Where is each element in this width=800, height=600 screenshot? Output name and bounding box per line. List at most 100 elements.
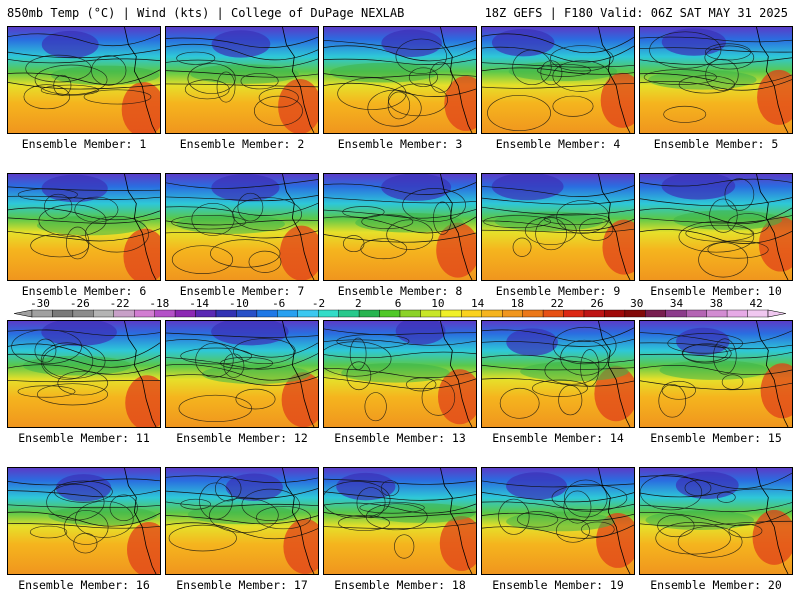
ensemble-map-17 [165,467,319,575]
ensemble-member-label: Ensemble Member: 11 [18,431,150,445]
colorbar-swatch [338,309,360,318]
colorbar-swatch [542,309,564,318]
ensemble-map-18 [323,467,477,575]
ensemble-member-label: Ensemble Member: 17 [176,578,308,592]
colorbar-tick-label: -2 [312,298,325,310]
colorbar-swatch [420,309,442,318]
ensemble-member-label: Ensemble Member: 13 [334,431,466,445]
colorbar-swatch [440,309,462,318]
ensemble-map-2 [165,26,319,134]
colorbar-swatch [747,309,769,318]
colorbar-swatch [72,309,94,318]
colorbar-swatch [379,309,401,318]
colorbar-swatch [502,309,523,318]
ensemble-map-4 [481,26,635,134]
colorbar-swatch [583,309,605,318]
colorbar-swatch [277,309,298,318]
ensemble-member-label: Ensemble Member: 20 [650,578,782,592]
colorbar-swatch [113,309,135,318]
colorbar-swatch [154,309,176,318]
colorbar-arrow-high [767,309,786,318]
colorbar-tick-label: 18 [511,298,524,310]
colorbar-swatch [665,309,687,318]
ensemble-member-label: Ensemble Member: 1 [21,137,147,151]
colorbar-swatch [686,309,707,318]
ensemble-member-label: Ensemble Member: 4 [495,137,621,151]
colorbar-swatch [726,309,748,318]
colorbar-tick-label: -14 [189,298,209,310]
colorbar-swatch [215,309,237,318]
ensemble-member-label: Ensemble Member: 18 [334,578,466,592]
ensemble-member-label: Ensemble Member: 12 [176,431,308,445]
ensemble-member-label: Ensemble Member: 19 [492,578,624,592]
ensemble-map-12 [165,320,319,428]
ensemble-map-6 [7,173,161,281]
colorbar-swatch [256,309,278,318]
ensemble-map-9 [481,173,635,281]
ensemble-member-label: Ensemble Member: 14 [492,431,624,445]
ensemble-map-10 [639,173,793,281]
ensemble-map-16 [7,467,161,575]
colorbar-swatch [706,309,728,318]
colorbar-tick-label: -26 [70,298,90,310]
ensemble-member-label: Ensemble Member: 6 [21,284,147,298]
ensemble-map-14 [481,320,635,428]
colorbar-tick-label: -18 [149,298,169,310]
ensemble-map-15 [639,320,793,428]
colorbar-swatch [481,309,503,318]
ensemble-member-label: Ensemble Member: 10 [650,284,782,298]
colorbar-swatch [645,309,666,318]
colorbar-tick-label: 26 [590,298,603,310]
colorbar-swatch [93,309,114,318]
ensemble-map-8 [323,173,477,281]
colorbar-arrow-low [14,309,33,318]
colorbar-tick-label: 38 [710,298,723,310]
colorbar-tick-label: 22 [551,298,564,310]
colorbar-swatch [236,309,258,318]
colorbar-swatch [31,309,53,318]
colorbar-swatch [399,309,421,318]
colorbar-swatch [52,309,74,318]
header-title: 850mb Temp (°C) | Wind (kts) | College o… [7,6,405,20]
colorbar-swatch [134,309,155,318]
ensemble-map-7 [165,173,319,281]
colorbar-tick-label: 42 [749,298,762,310]
ensemble-member-label: Ensemble Member: 7 [179,284,305,298]
header-valid-time: 18Z GEFS | F180 Valid: 06Z SAT MAY 31 20… [484,6,788,20]
colorbar-swatch [174,309,196,318]
ensemble-map-5 [639,26,793,134]
colorbar-swatch [195,309,217,318]
colorbar-swatch [604,309,626,318]
ensemble-map-11 [7,320,161,428]
ensemble-member-label: Ensemble Member: 8 [337,284,463,298]
colorbar-swatch [522,309,544,318]
ensemble-member-label: Ensemble Member: 15 [650,431,782,445]
colorbar-tick-label: 2 [355,298,362,310]
colorbar-tick-label: -22 [110,298,130,310]
ensemble-map-13 [323,320,477,428]
colorbar-swatch [318,309,339,318]
ensemble-member-label: Ensemble Member: 16 [18,578,150,592]
colorbar-swatch [297,309,319,318]
colorbar-tick-label: 6 [395,298,402,310]
temperature-colorbar: -30 -26 -22 -18 -14 -10 -6 -2 2 6 10 14 18 22 26 30 34 38… [14,298,786,318]
ensemble-map-19 [481,467,635,575]
colorbar-swatch [624,309,646,318]
colorbar-tick-label: -10 [229,298,249,310]
colorbar-tick-label: 30 [630,298,643,310]
colorbar-swatch [358,309,380,318]
ensemble-member-label: Ensemble Member: 2 [179,137,305,151]
ensemble-map-1 [7,26,161,134]
colorbar-tick-label: -30 [30,298,50,310]
ensemble-member-label: Ensemble Member: 9 [495,284,621,298]
ensemble-member-label: Ensemble Member: 3 [337,137,463,151]
colorbar-swatch [461,309,482,318]
ensemble-map-20 [639,467,793,575]
colorbar-tick-label: 34 [670,298,684,310]
colorbar-tick-label: 10 [431,298,444,310]
ensemble-map-3 [323,26,477,134]
colorbar-tick-label: 14 [471,298,485,310]
ensemble-member-label: Ensemble Member: 5 [653,137,779,151]
colorbar-swatch [563,309,585,318]
colorbar-tick-label: -6 [272,298,285,310]
